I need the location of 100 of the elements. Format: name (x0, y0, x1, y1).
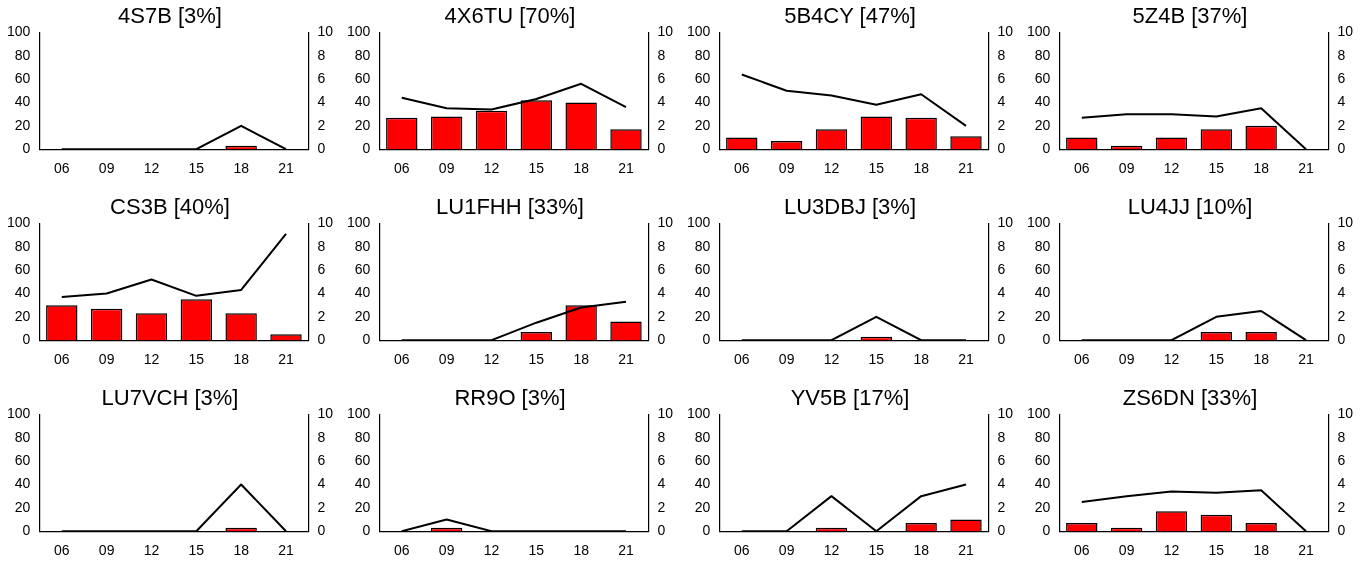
y-tick-label: 0 (362, 140, 371, 157)
y2-tick-label: 2 (657, 116, 666, 133)
y-tick-label: 100 (7, 214, 31, 231)
y-tick-label: 60 (14, 260, 31, 277)
chart-title: 4X6TU [70%] (444, 3, 576, 29)
y-tick-label: 20 (354, 116, 371, 133)
y-tick-label: 40 (14, 93, 31, 110)
y2-tick-label: 2 (317, 498, 326, 515)
y-tick-label: 0 (702, 522, 711, 539)
x-tick-label: 06 (393, 160, 410, 177)
y2-tick-label: 6 (317, 260, 326, 277)
x-tick-label: 12 (143, 351, 160, 368)
y-tick-label: 0 (702, 331, 711, 348)
y2-tick-label: 4 (1337, 475, 1346, 492)
y-tick-label: 40 (694, 475, 711, 492)
y-tick-label: 100 (1027, 214, 1051, 231)
y2-tick-label: 10 (657, 405, 674, 422)
chart-title: 4S7B [3%] (118, 3, 222, 29)
chart-title: LU7VCH [3%] (101, 385, 239, 411)
x-tick-label: 09 (98, 542, 115, 559)
x-tick-label: 15 (1208, 351, 1225, 368)
x-tick-label: 18 (1253, 542, 1270, 559)
x-tick-label: 21 (958, 351, 974, 368)
y2-tick-label: 0 (997, 522, 1006, 539)
y2-tick-label: 10 (317, 405, 334, 422)
x-tick-label: 06 (1073, 160, 1090, 177)
x-tick-label: 18 (913, 542, 930, 559)
x-tick-label: 21 (1298, 542, 1314, 559)
y-tick-label: 0 (1042, 140, 1051, 157)
y-tick-label: 20 (14, 116, 31, 133)
y2-tick-label: 0 (317, 331, 326, 348)
y2-tick-label: 10 (1337, 214, 1354, 231)
x-tick-label: 21 (958, 160, 974, 177)
y2-tick-label: 10 (997, 23, 1014, 40)
chart-title: 5B4CY [47%] (784, 3, 916, 29)
x-tick-label: 06 (393, 542, 410, 559)
y2-tick-label: 10 (997, 214, 1014, 231)
y2-tick-label: 6 (997, 69, 1006, 86)
y2-tick-label: 0 (997, 331, 1006, 348)
y2-tick-label: 2 (317, 116, 326, 133)
y2-tick-label: 6 (997, 260, 1006, 277)
y-tick-label: 20 (354, 307, 371, 324)
y2-tick-label: 2 (657, 307, 666, 324)
x-tick-label: 21 (618, 160, 634, 177)
y2-tick-label: 4 (997, 475, 1006, 492)
x-tick-label: 18 (1253, 160, 1270, 177)
x-tick-label: 18 (913, 351, 930, 368)
x-tick-label: 06 (53, 542, 70, 559)
y-tick-label: 40 (694, 284, 711, 301)
x-tick-label: 12 (483, 351, 500, 368)
y-tick-label: 100 (1027, 23, 1051, 40)
y2-tick-label: 6 (997, 451, 1006, 468)
y2-tick-label: 0 (317, 522, 326, 539)
y-tick-label: 40 (694, 93, 711, 110)
y2-tick-label: 8 (317, 237, 326, 254)
y2-tick-label: 6 (1337, 451, 1346, 468)
x-tick-label: 21 (1298, 160, 1314, 177)
x-tick-label: 12 (143, 160, 160, 177)
x-tick-label: 18 (233, 351, 250, 368)
y2-tick-label: 6 (1337, 260, 1346, 277)
x-tick-label: 06 (53, 351, 70, 368)
y2-tick-label: 2 (1337, 307, 1346, 324)
y-tick-label: 20 (1034, 307, 1051, 324)
y2-tick-label: 8 (657, 428, 666, 445)
x-tick-label: 06 (733, 351, 750, 368)
y-tick-label: 100 (1027, 405, 1051, 422)
y-tick-label: 80 (354, 428, 371, 445)
y2-tick-label: 4 (657, 93, 666, 110)
x-tick-label: 21 (618, 351, 634, 368)
y2-tick-label: 6 (1337, 69, 1346, 86)
y2-tick-label: 2 (997, 116, 1006, 133)
y-tick-label: 20 (1034, 498, 1051, 515)
y-tick-label: 60 (694, 260, 711, 277)
y2-tick-label: 0 (657, 140, 666, 157)
y2-tick-label: 6 (657, 260, 666, 277)
y-tick-label: 60 (354, 451, 371, 468)
chart-title: 5Z4B [37%] (1132, 3, 1248, 29)
y-tick-label: 60 (694, 451, 711, 468)
y2-tick-label: 0 (1337, 522, 1346, 539)
y2-tick-label: 0 (1337, 331, 1346, 348)
y-tick-label: 80 (14, 428, 31, 445)
x-tick-label: 09 (438, 160, 455, 177)
chart-title: RR9O [3%] (454, 385, 566, 411)
y2-tick-label: 2 (1337, 116, 1346, 133)
x-tick-label: 21 (1298, 351, 1314, 368)
chart-title: LU4JJ [10%] (1127, 194, 1253, 220)
x-tick-label: 09 (98, 351, 115, 368)
x-tick-label: 12 (823, 160, 840, 177)
y-tick-label: 80 (694, 46, 711, 63)
x-tick-label: 12 (483, 160, 500, 177)
x-tick-label: 09 (1118, 160, 1135, 177)
x-tick-label: 06 (733, 542, 750, 559)
y-tick-label: 80 (354, 46, 371, 63)
y-tick-label: 0 (22, 140, 31, 157)
y-tick-label: 80 (694, 237, 711, 254)
y-tick-label: 60 (354, 69, 371, 86)
y2-tick-label: 4 (997, 284, 1006, 301)
y2-tick-label: 10 (1337, 405, 1354, 422)
y-tick-label: 40 (354, 93, 371, 110)
y-tick-label: 40 (1034, 284, 1051, 301)
